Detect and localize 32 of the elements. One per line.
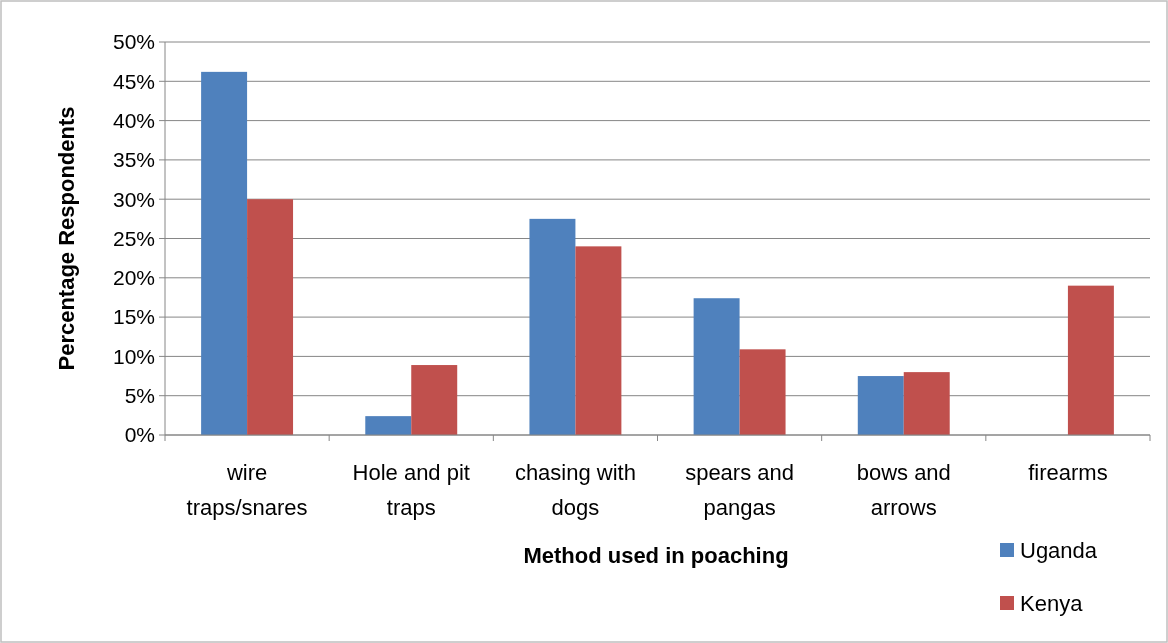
x-tick-label: firearms [1028, 460, 1108, 485]
x-tick-label: spears and pangas [685, 460, 795, 520]
x-tick-label: wire traps/snares [186, 460, 308, 520]
y-tick-label: 5% [124, 384, 155, 408]
y-tick-label: 20% [112, 266, 155, 290]
bar [411, 365, 458, 435]
legend-label: Uganda [1020, 537, 1098, 563]
y-tick-label: 25% [112, 226, 155, 250]
y-tick-label: 40% [112, 108, 155, 132]
y-axis-title: Percentage Respondents [54, 106, 79, 371]
y-tick-label: 15% [112, 305, 155, 329]
x-tick-label: Hole and pit traps [352, 460, 470, 520]
bar [247, 199, 294, 435]
bar [201, 71, 248, 435]
y-tick-label: 50% [112, 30, 155, 54]
bar [1067, 285, 1114, 435]
x-axis-title: Method used in poaching [523, 543, 789, 568]
bar [903, 372, 950, 435]
x-tick-label: chasing with dogs [514, 460, 636, 520]
bar [693, 298, 740, 435]
legend-label: Kenya [1020, 590, 1084, 616]
y-tick-label: 30% [112, 187, 155, 211]
bar [739, 349, 786, 435]
bar [365, 416, 412, 435]
x-tick-label: bows and arrows [856, 460, 951, 520]
bar [857, 376, 904, 435]
y-tick-label: 35% [112, 148, 155, 172]
bar [575, 246, 622, 435]
bar [529, 218, 576, 435]
y-tick-label: 0% [124, 423, 155, 447]
y-tick-label: 45% [112, 69, 155, 93]
y-tick-label: 10% [112, 344, 155, 368]
